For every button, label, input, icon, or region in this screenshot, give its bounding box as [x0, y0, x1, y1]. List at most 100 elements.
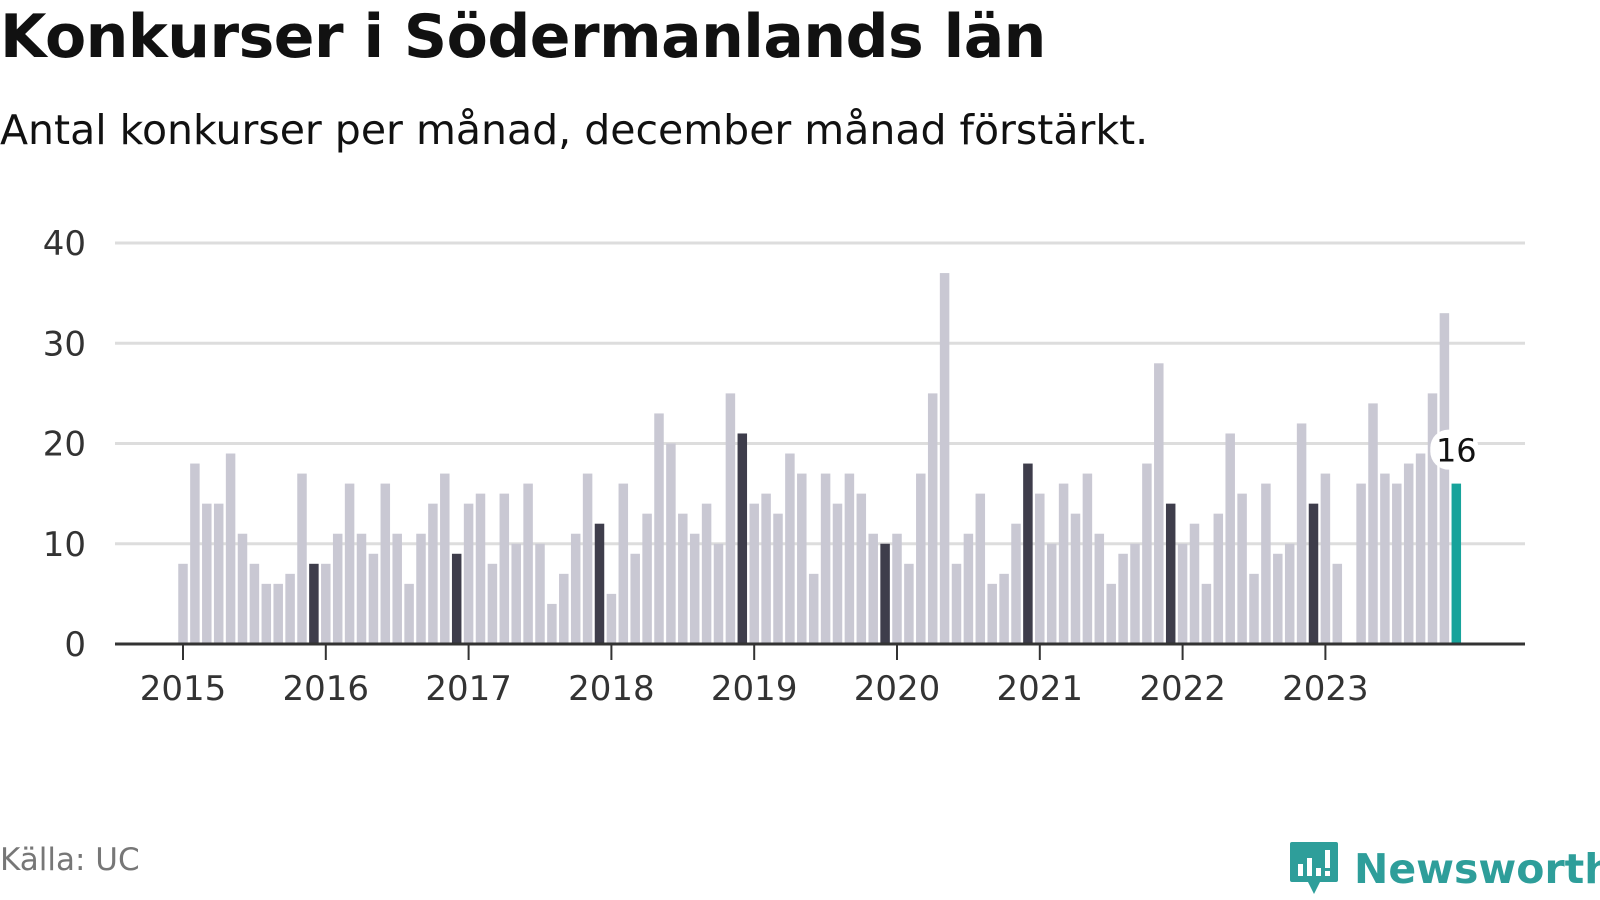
x-tick-label: 2015	[140, 669, 227, 709]
y-tick-label: 40	[43, 224, 86, 264]
bar	[535, 543, 545, 644]
bar	[642, 513, 652, 644]
bar	[499, 493, 510, 645]
bar	[1249, 573, 1259, 644]
bar	[332, 533, 343, 644]
bar-chart-logo-icon	[1290, 842, 1338, 894]
brand-name: Newsworthy	[1354, 845, 1600, 893]
bar	[999, 573, 1009, 644]
bar	[261, 583, 272, 644]
bar	[213, 503, 224, 644]
bar	[451, 553, 462, 644]
bar	[225, 453, 236, 644]
bar	[678, 513, 688, 644]
bar	[808, 573, 819, 644]
bar	[963, 533, 974, 644]
bar	[856, 493, 867, 645]
bar	[713, 543, 724, 644]
bar	[975, 493, 986, 645]
bar	[428, 503, 438, 644]
bar	[416, 533, 426, 644]
bar	[463, 503, 474, 644]
bar	[202, 503, 212, 644]
bar	[1308, 503, 1319, 644]
bar	[237, 533, 248, 644]
bar	[773, 513, 783, 644]
x-tick-label: 2023	[1282, 669, 1369, 709]
bar	[356, 533, 367, 644]
bar	[1356, 483, 1366, 644]
bar	[559, 573, 569, 644]
bar	[1165, 503, 1176, 644]
bar	[820, 473, 831, 644]
bar-series	[178, 273, 1462, 645]
bar	[547, 603, 557, 644]
bar	[1082, 473, 1093, 644]
brand-logo: Newsworthy	[1288, 840, 1600, 898]
x-axis: 2015 2016 2017 2018 2019 2020 2021 2022 2023	[115, 642, 1525, 709]
bar	[511, 543, 521, 644]
bar	[785, 453, 795, 644]
bar	[1451, 483, 1462, 644]
bar	[1130, 543, 1140, 644]
bar	[987, 583, 997, 644]
bar	[1142, 463, 1152, 644]
bar	[1011, 523, 1021, 644]
bar	[761, 493, 771, 645]
bar	[666, 443, 676, 644]
bar	[1094, 533, 1105, 644]
bar	[618, 483, 629, 644]
bar	[344, 483, 355, 644]
bar	[1332, 563, 1343, 644]
bar	[868, 533, 878, 644]
bar	[749, 503, 759, 644]
bar	[939, 273, 950, 644]
bar	[1261, 483, 1271, 644]
bar	[523, 483, 533, 644]
bar	[1320, 473, 1331, 644]
bar	[404, 583, 414, 644]
bar	[249, 563, 260, 644]
y-tick-label: 30	[43, 324, 86, 364]
bar	[916, 473, 926, 644]
bar	[1106, 583, 1116, 644]
bar	[725, 393, 736, 645]
bar	[1118, 553, 1128, 644]
bar	[832, 503, 843, 644]
x-tick-label: 2021	[997, 669, 1084, 709]
bar	[1273, 553, 1283, 644]
bar	[701, 503, 712, 644]
bar	[951, 563, 962, 644]
bar	[1023, 463, 1033, 644]
bar	[285, 573, 295, 644]
x-tick-label: 2020	[854, 669, 941, 709]
chart-subtitle: Antal konkurser per månad, december måna…	[0, 106, 1149, 154]
bar	[440, 473, 450, 644]
x-tick-label: 2022	[1139, 669, 1226, 709]
bar	[1403, 463, 1414, 644]
latest-value-callout: 16	[1430, 429, 1479, 470]
bar	[1046, 543, 1057, 644]
bar	[1415, 453, 1426, 644]
bar	[1070, 513, 1081, 644]
bar	[1427, 393, 1438, 645]
bar	[880, 543, 890, 644]
callout-background	[1430, 429, 1479, 470]
bar	[927, 393, 938, 645]
bar	[737, 433, 748, 644]
bar	[178, 563, 188, 644]
bar	[368, 553, 379, 644]
bar	[1213, 513, 1224, 644]
bar	[606, 593, 617, 645]
bar	[392, 533, 402, 644]
x-tick-label: 2019	[711, 669, 798, 709]
bar	[1392, 483, 1402, 644]
bar	[475, 493, 486, 645]
bar	[1237, 493, 1247, 645]
latest-value-label: 16	[1436, 432, 1477, 470]
bar	[190, 463, 200, 644]
bar	[273, 583, 283, 644]
bar	[630, 553, 640, 644]
bar	[1225, 433, 1235, 644]
